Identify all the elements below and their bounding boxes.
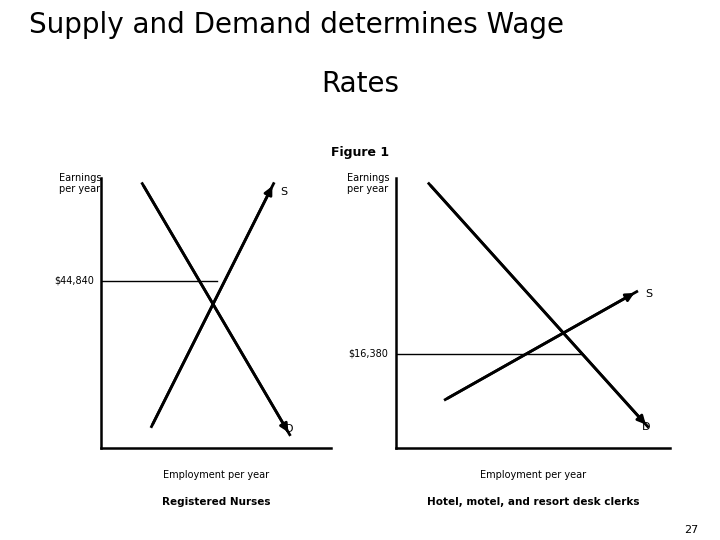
Text: Figure 1: Figure 1 [331,146,389,159]
Text: Hotel, motel, and resort desk clerks: Hotel, motel, and resort desk clerks [426,497,639,507]
Text: Registered Nurses: Registered Nurses [162,497,270,507]
Text: Employment per year: Employment per year [163,470,269,480]
Text: Earnings
per year: Earnings per year [59,173,102,194]
Text: $44,840: $44,840 [54,276,94,286]
Text: S: S [281,187,287,197]
Text: D: D [285,424,294,434]
Text: 27: 27 [684,524,698,535]
Text: Supply and Demand determines Wage: Supply and Demand determines Wage [29,11,564,39]
Text: $16,380: $16,380 [348,349,388,359]
Text: D: D [642,422,651,431]
Text: Earnings
per year: Earnings per year [347,173,390,194]
Text: Employment per year: Employment per year [480,470,586,480]
Text: Rates: Rates [321,70,399,98]
Text: S: S [645,289,652,299]
